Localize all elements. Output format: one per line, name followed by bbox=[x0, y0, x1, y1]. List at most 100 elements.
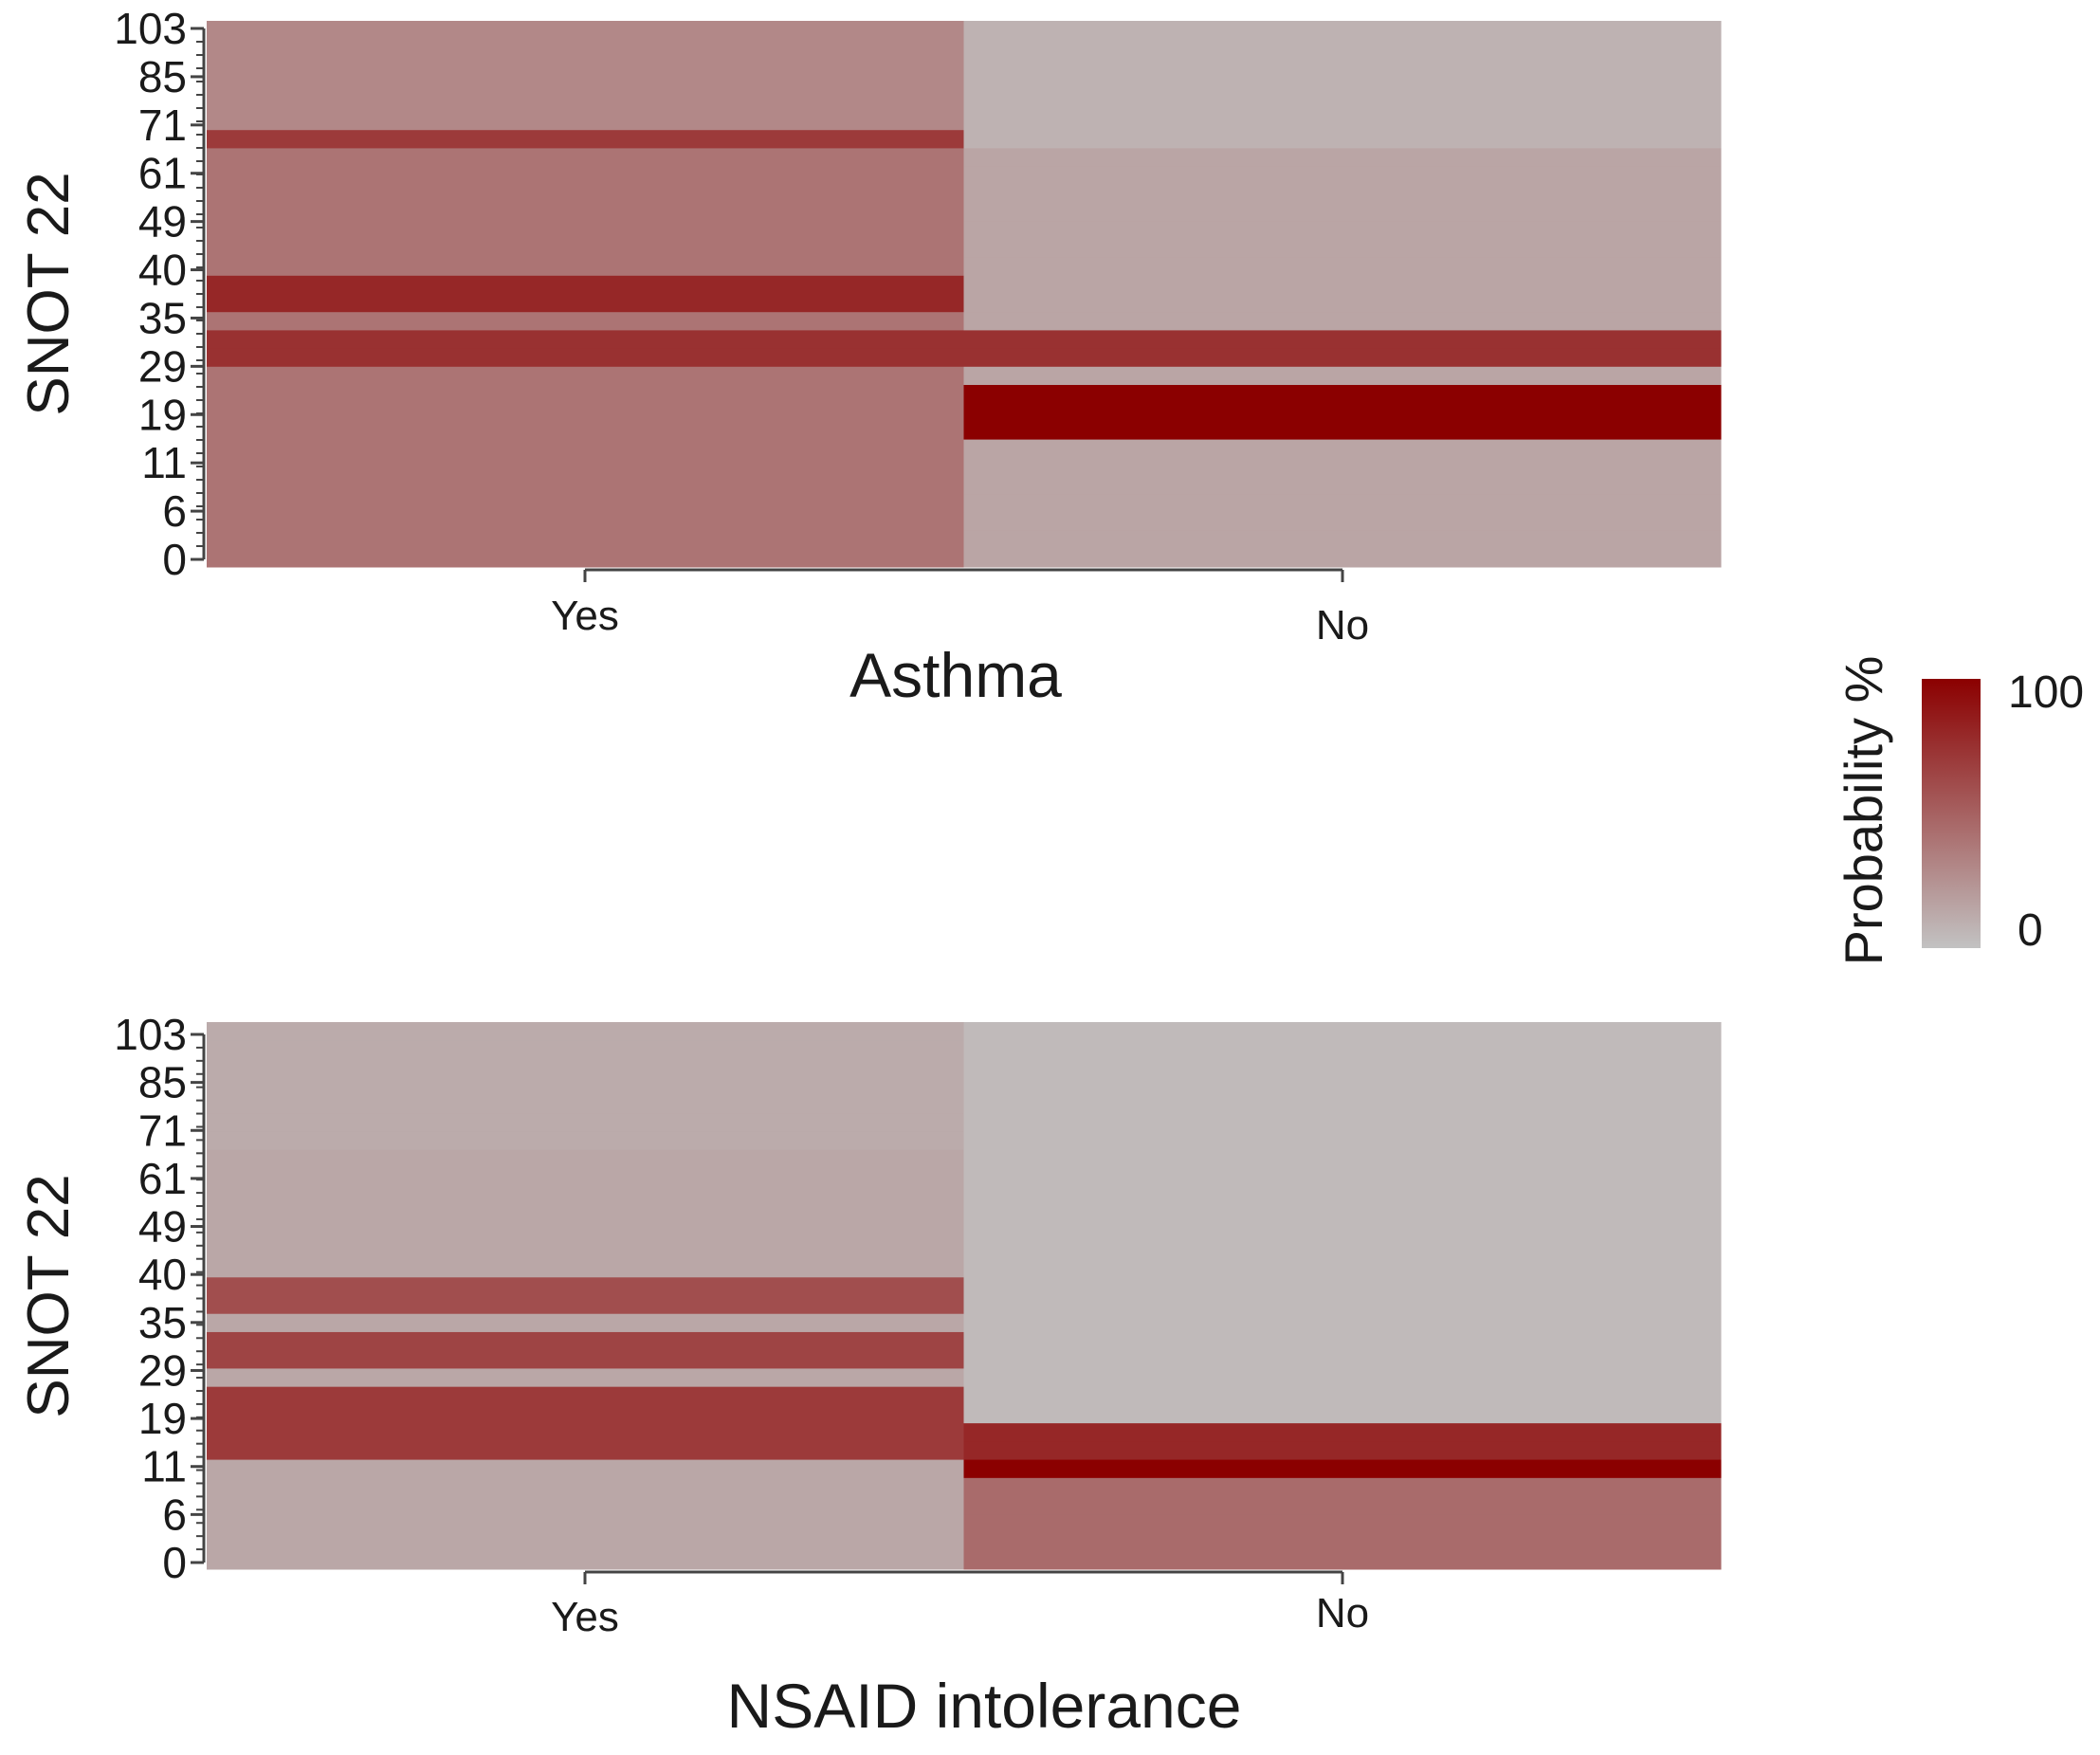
nsaid-cell-yes-row-14 bbox=[207, 1277, 964, 1296]
nsaid-cell-yes-row-13 bbox=[207, 1259, 964, 1278]
asthma-cell-no-row-2 bbox=[963, 57, 1722, 77]
nsaid-cell-yes-row-2 bbox=[207, 1058, 964, 1078]
asthma-y-tick-label: 40 bbox=[138, 246, 187, 295]
legend-title: Probability % bbox=[1834, 656, 1893, 966]
asthma-cell-no-row-5 bbox=[963, 112, 1722, 131]
asthma-cell-no-row-18 bbox=[963, 348, 1722, 368]
asthma-cell-yes-row-29 bbox=[207, 548, 964, 568]
asthma-cell-yes-row-0 bbox=[207, 21, 964, 40]
asthma-cell-yes-row-21 bbox=[207, 403, 964, 422]
nsaid-cell-no-row-0 bbox=[963, 1022, 1722, 1041]
nsaid-y-tick-label: 103 bbox=[114, 1010, 187, 1059]
nsaid-x-axis-title: NSAID intolerance bbox=[727, 1671, 1242, 1741]
asthma-x-axis-title: Asthma bbox=[849, 640, 1062, 710]
nsaid-cell-no-row-15 bbox=[963, 1295, 1722, 1315]
asthma-cell-no-row-23 bbox=[963, 439, 1722, 459]
asthma-cell-no-row-17 bbox=[963, 330, 1722, 350]
asthma-cell-no-row-3 bbox=[963, 75, 1722, 95]
nsaid-cell-yes-row-11 bbox=[207, 1222, 964, 1242]
nsaid-cell-no-row-16 bbox=[963, 1313, 1722, 1333]
nsaid-cell-no-row-23 bbox=[963, 1441, 1722, 1461]
asthma-cell-yes-row-13 bbox=[207, 257, 964, 277]
asthma-cell-yes-row-4 bbox=[207, 93, 964, 113]
nsaid-cell-no-row-5 bbox=[963, 1113, 1722, 1132]
asthma-cell-yes-row-9 bbox=[207, 184, 964, 204]
nsaid-cell-no-row-18 bbox=[963, 1350, 1722, 1369]
nsaid-cell-yes-row-12 bbox=[207, 1240, 964, 1260]
color-legend: Probability % 100 0 bbox=[1834, 656, 2084, 966]
asthma-cell-yes-row-27 bbox=[207, 512, 964, 532]
nsaid-cell-no-row-21 bbox=[963, 1404, 1722, 1424]
nsaid-cell-no-row-3 bbox=[963, 1076, 1722, 1096]
nsaid-y-tick-label: 40 bbox=[138, 1250, 187, 1299]
nsaid-cell-yes-row-5 bbox=[207, 1113, 964, 1132]
asthma-cell-yes-row-20 bbox=[207, 385, 964, 404]
nsaid-cell-no-row-4 bbox=[963, 1094, 1722, 1114]
nsaid-cell-yes-row-18 bbox=[207, 1350, 964, 1369]
nsaid-cell-no-row-10 bbox=[963, 1204, 1722, 1224]
asthma-cell-yes-row-3 bbox=[207, 75, 964, 95]
nsaid-cell-yes-row-29 bbox=[207, 1550, 964, 1570]
asthma-cell-no-row-24 bbox=[963, 457, 1722, 477]
legend-min-label: 0 bbox=[2018, 905, 2043, 956]
asthma-cell-no-row-11 bbox=[963, 221, 1722, 240]
asthma-cell-no-row-26 bbox=[963, 494, 1722, 513]
nsaid-cell-no-row-24 bbox=[963, 1459, 1722, 1479]
asthma-y-tick-label: 11 bbox=[141, 438, 187, 487]
asthma-cell-yes-row-5 bbox=[207, 112, 964, 131]
nsaid-cell-no-row-6 bbox=[963, 1131, 1722, 1151]
nsaid-cell-no-row-11 bbox=[963, 1222, 1722, 1242]
nsaid-cell-no-row-14 bbox=[963, 1277, 1722, 1296]
asthma-cell-no-row-12 bbox=[963, 239, 1722, 259]
asthma-y-tick-label: 0 bbox=[162, 535, 187, 584]
asthma-cell-no-row-0 bbox=[963, 21, 1722, 40]
asthma-cell-yes-row-12 bbox=[207, 239, 964, 259]
asthma-cell-yes-row-11 bbox=[207, 221, 964, 240]
asthma-cell-no-row-4 bbox=[963, 93, 1722, 113]
nsaid-y-tick-label: 71 bbox=[138, 1106, 187, 1155]
asthma-cell-yes-row-14 bbox=[207, 275, 964, 295]
asthma-cell-no-row-16 bbox=[963, 312, 1722, 331]
nsaid-cell-yes-row-7 bbox=[207, 1149, 964, 1169]
nsaid-cell-yes-row-25 bbox=[207, 1477, 964, 1497]
nsaid-y-tick-label: 6 bbox=[162, 1490, 187, 1539]
nsaid-cell-yes-row-10 bbox=[207, 1204, 964, 1224]
asthma-cell-no-row-25 bbox=[963, 476, 1722, 495]
asthma-cell-yes-row-22 bbox=[207, 421, 964, 441]
nsaid-cell-no-row-19 bbox=[963, 1368, 1722, 1388]
asthma-y-tick-label: 61 bbox=[138, 149, 187, 198]
asthma-x-tick-label-no: No bbox=[1316, 602, 1369, 649]
nsaid-y-axis-title: SNOT 22 bbox=[16, 1174, 82, 1417]
nsaid-y-tick-label: 85 bbox=[138, 1058, 187, 1107]
asthma-heatmap-cells bbox=[207, 21, 1722, 568]
asthma-cell-no-row-1 bbox=[963, 39, 1722, 58]
nsaid-cell-no-row-12 bbox=[963, 1240, 1722, 1260]
asthma-cell-no-row-21 bbox=[963, 403, 1722, 422]
nsaid-cell-yes-row-8 bbox=[207, 1167, 964, 1187]
nsaid-cell-no-row-28 bbox=[963, 1532, 1722, 1552]
asthma-cell-no-row-9 bbox=[963, 184, 1722, 204]
nsaid-cell-yes-row-6 bbox=[207, 1131, 964, 1151]
asthma-cell-no-row-29 bbox=[963, 548, 1722, 568]
asthma-cell-yes-row-26 bbox=[207, 494, 964, 513]
nsaid-cell-yes-row-15 bbox=[207, 1295, 964, 1315]
nsaid-cell-yes-row-24 bbox=[207, 1459, 964, 1479]
asthma-cell-no-row-13 bbox=[963, 257, 1722, 277]
nsaid-y-tick-label: 0 bbox=[162, 1538, 187, 1587]
asthma-cell-yes-row-23 bbox=[207, 439, 964, 459]
asthma-cell-no-row-14 bbox=[963, 275, 1722, 295]
nsaid-cell-yes-row-4 bbox=[207, 1094, 964, 1114]
nsaid-cell-yes-row-21 bbox=[207, 1404, 964, 1424]
nsaid-cell-no-row-1 bbox=[963, 1040, 1722, 1059]
asthma-y-tick-label: 85 bbox=[138, 52, 187, 101]
asthma-cell-yes-row-15 bbox=[207, 294, 964, 313]
nsaid-cell-yes-row-26 bbox=[207, 1496, 964, 1515]
nsaid-cell-no-row-20 bbox=[963, 1386, 1722, 1406]
nsaid-cell-no-row-9 bbox=[963, 1186, 1722, 1205]
asthma-x-tick-label-yes: Yes bbox=[551, 593, 619, 639]
